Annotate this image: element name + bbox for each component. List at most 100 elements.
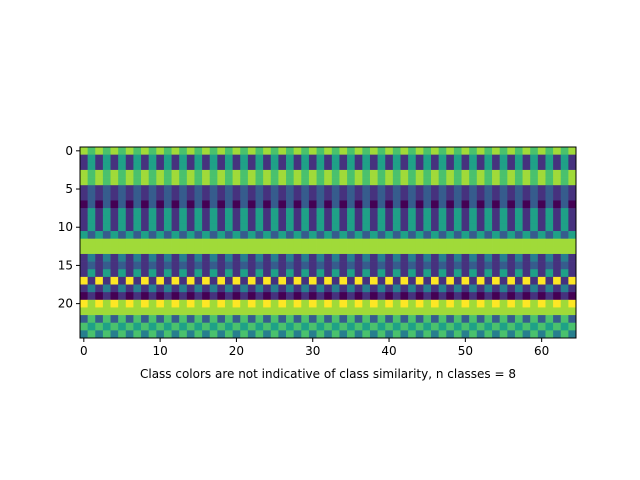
- heatmap-cell: [446, 261, 455, 270]
- heatmap-cell: [316, 246, 325, 255]
- heatmap-cell: [255, 284, 264, 293]
- heatmap-cell: [377, 154, 386, 163]
- heatmap-cell: [125, 154, 134, 163]
- heatmap-cell: [453, 154, 462, 163]
- heatmap-cell: [446, 238, 455, 247]
- heatmap-cell: [217, 307, 226, 316]
- heatmap-cell: [163, 253, 172, 262]
- heatmap-cell: [331, 200, 340, 209]
- heatmap-cell: [377, 253, 386, 262]
- heatmap-cell: [484, 269, 493, 278]
- heatmap-cell: [316, 192, 325, 201]
- heatmap-cell: [301, 284, 310, 293]
- heatmap-cell: [293, 322, 302, 331]
- heatmap-cell: [240, 284, 249, 293]
- heatmap-cell: [514, 261, 523, 270]
- heatmap-cell: [278, 261, 287, 270]
- heatmap-cell: [431, 208, 439, 217]
- heatmap-cell: [133, 276, 142, 285]
- heatmap-cell: [293, 246, 302, 255]
- heatmap-cell: [232, 261, 241, 270]
- heatmap-cell: [339, 192, 348, 201]
- heatmap-cell: [293, 231, 302, 240]
- heatmap-cell: [278, 322, 287, 331]
- heatmap-cell: [324, 215, 333, 224]
- heatmap-cell: [141, 200, 150, 209]
- heatmap-cell: [369, 185, 378, 194]
- heatmap-cell: [408, 154, 417, 163]
- heatmap-cell: [392, 192, 401, 201]
- heatmap-cell: [354, 253, 363, 262]
- heatmap-cell: [507, 208, 516, 217]
- heatmap-cell: [423, 315, 432, 324]
- heatmap-cell: [270, 276, 279, 285]
- heatmap-cell: [125, 177, 134, 186]
- heatmap-cell: [316, 253, 325, 262]
- heatmap-cell: [148, 299, 157, 308]
- heatmap-cell: [263, 169, 272, 178]
- heatmap-cell: [377, 315, 386, 324]
- heatmap-cell: [217, 185, 226, 194]
- heatmap-cell: [400, 315, 409, 324]
- heatmap-cell: [530, 322, 539, 331]
- heatmap-cell: [270, 330, 279, 339]
- heatmap-cell: [499, 253, 508, 262]
- heatmap-cell: [179, 307, 188, 316]
- heatmap-cell: [240, 330, 249, 339]
- heatmap-cell: [362, 276, 371, 285]
- heatmap-cell: [308, 292, 317, 301]
- heatmap-cell: [377, 269, 386, 278]
- heatmap-cell: [377, 185, 386, 194]
- heatmap-cell: [141, 223, 150, 232]
- heatmap-cell: [331, 162, 340, 171]
- heatmap-cell: [377, 261, 386, 270]
- heatmap-cell: [438, 246, 447, 255]
- heatmap-cell: [102, 223, 111, 232]
- heatmap-cell: [377, 231, 386, 240]
- heatmap-cell: [87, 215, 96, 224]
- heatmap-cells: [80, 147, 577, 339]
- heatmap-cell: [484, 292, 493, 301]
- heatmap-cell: [202, 192, 211, 201]
- heatmap-cell: [514, 269, 523, 278]
- heatmap-cell: [469, 208, 478, 217]
- heatmap-cell: [179, 253, 188, 262]
- heatmap-cell: [568, 276, 577, 285]
- heatmap-cell: [255, 215, 264, 224]
- heatmap-cell: [217, 231, 226, 240]
- heatmap-cell: [446, 215, 455, 224]
- heatmap-cell: [125, 307, 134, 316]
- heatmap-cell: [484, 261, 493, 270]
- heatmap-cell: [224, 292, 233, 301]
- heatmap-cell: [324, 269, 333, 278]
- heatmap-cell: [133, 154, 142, 163]
- heatmap-cell: [461, 169, 470, 178]
- heatmap-cell: [392, 276, 401, 285]
- heatmap-cell: [278, 147, 287, 155]
- heatmap-cell: [347, 261, 356, 270]
- heatmap-cell: [278, 246, 287, 255]
- heatmap-cell: [217, 315, 226, 324]
- heatmap-cell: [484, 154, 493, 163]
- heatmap-cell: [286, 307, 295, 316]
- heatmap-cell: [400, 154, 409, 163]
- heatmap-cell: [141, 322, 150, 331]
- heatmap-cell: [560, 147, 569, 155]
- heatmap-cell: [179, 299, 188, 308]
- heatmap-cell: [156, 330, 165, 339]
- heatmap-cell: [369, 177, 378, 186]
- heatmap-cell: [469, 200, 478, 209]
- heatmap-cell: [514, 284, 523, 293]
- heatmap-cell: [125, 269, 134, 278]
- heatmap-cell: [530, 292, 539, 301]
- heatmap-cell: [354, 315, 363, 324]
- heatmap-cell: [148, 330, 157, 339]
- heatmap-cell: [156, 269, 165, 278]
- heatmap-cell: [354, 322, 363, 331]
- heatmap-cell: [545, 215, 554, 224]
- heatmap-cell: [476, 253, 485, 262]
- heatmap-cell: [263, 223, 272, 232]
- heatmap-cell: [377, 307, 386, 316]
- heatmap-cell: [362, 162, 371, 171]
